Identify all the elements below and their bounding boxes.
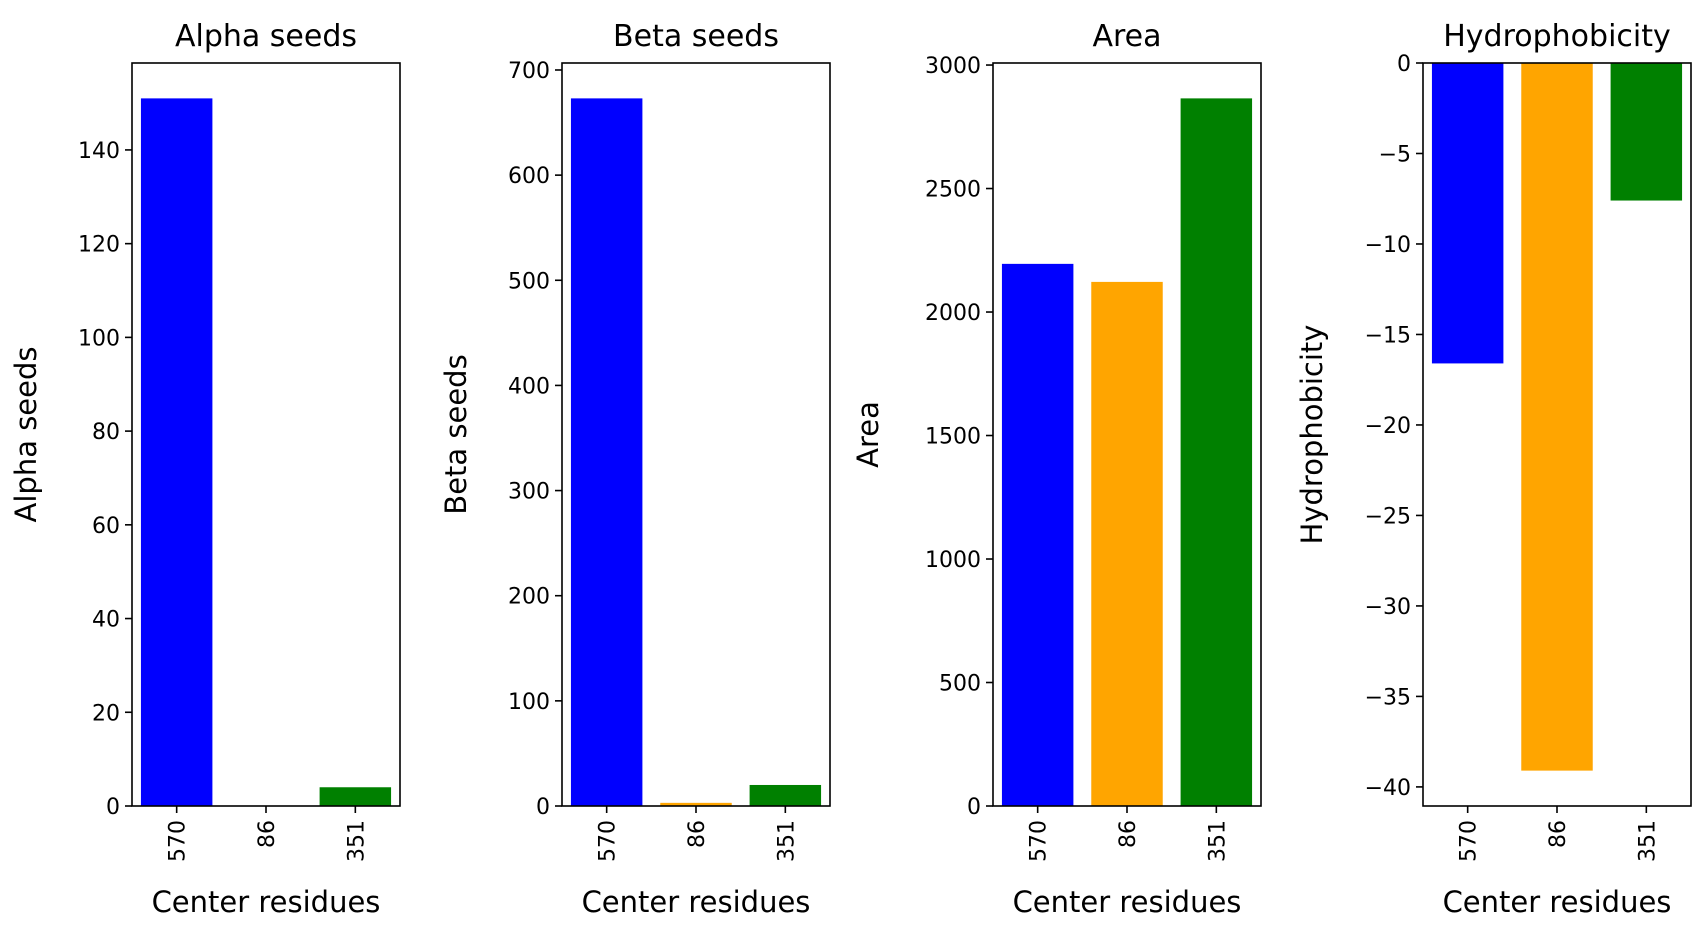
y-tick-label: 100: [508, 690, 550, 715]
y-tick-label: 400: [508, 374, 550, 399]
bar-570: [1001, 263, 1074, 806]
y-tick-label: 100: [78, 326, 120, 351]
bar-86: [660, 802, 732, 806]
y-tick-label: −20: [1365, 414, 1411, 439]
x-tick-label: 86: [685, 820, 710, 848]
x-tick-label: 86: [1116, 820, 1141, 848]
y-tick-label: −25: [1365, 504, 1411, 529]
x-axis-label: Center residues: [1013, 885, 1242, 919]
x-axis-label: Center residues: [152, 885, 381, 919]
y-tick-label: −40: [1365, 776, 1411, 801]
y-tick-label: 40: [92, 608, 120, 633]
y-tick-label: −35: [1365, 685, 1411, 710]
y-tick-label: 300: [508, 480, 550, 505]
bar-86: [1521, 63, 1593, 771]
x-tick-label: 570: [1027, 820, 1052, 862]
y-axis-label: Beta seeds: [439, 354, 473, 514]
x-tick-label: 86: [255, 820, 280, 848]
y-tick-label: 200: [508, 585, 550, 610]
x-tick-label: 86: [1546, 820, 1571, 848]
y-axis-label: Area: [851, 401, 885, 468]
bar-351: [749, 784, 822, 806]
y-tick-label: −30: [1365, 595, 1411, 620]
y-tick-label: 3000: [925, 54, 981, 79]
bar-86: [1091, 281, 1163, 806]
y-tick-label: 500: [939, 672, 981, 697]
y-tick-label: −15: [1365, 323, 1411, 348]
y-tick-label: 1000: [925, 548, 981, 573]
x-tick-label: 570: [166, 820, 191, 862]
subplot-title: Area: [1092, 19, 1161, 54]
y-axis-label: Hydrophobicity: [1295, 325, 1329, 545]
subplot-1: 0 20 40 60 80 100 120 140 570 86 351 Alpha seeds Cen…: [9, 19, 401, 919]
x-tick-label: 351: [774, 820, 799, 862]
y-tick-label: 2500: [925, 178, 981, 203]
subplot-4: 0 −5 −10 −15 −20 −25 −30 −35 −40 570 86 351 Hydropho…: [1295, 19, 1692, 919]
bar-570: [1431, 63, 1504, 364]
y-tick-label: 0: [106, 795, 120, 820]
subplot-title: Alpha seeds: [175, 19, 357, 54]
x-tick-label: 570: [1457, 820, 1482, 862]
y-tick-label: 0: [1397, 52, 1411, 77]
subplot-title: Beta seeds: [613, 19, 779, 54]
x-axis-label: Center residues: [582, 885, 811, 919]
x-tick-label: 351: [344, 820, 369, 862]
y-tick-label: 120: [78, 233, 120, 258]
y-tick-label: 0: [967, 795, 981, 820]
y-tick-label: 700: [508, 59, 550, 84]
x-tick-label: 570: [596, 820, 621, 862]
bar-351: [319, 787, 392, 806]
y-tick-label: 60: [92, 514, 120, 539]
x-axis-label: Center residues: [1443, 885, 1672, 919]
y-tick-label: 1500: [925, 425, 981, 450]
y-tick-label: 20: [92, 701, 120, 726]
y-tick-label: 140: [78, 139, 120, 164]
y-tick-label: 500: [508, 269, 550, 294]
y-tick-label: 0: [536, 795, 550, 820]
y-tick-label: −5: [1379, 142, 1411, 167]
x-tick-label: 351: [1635, 820, 1660, 862]
y-axis-label: Alpha seeds: [9, 347, 43, 523]
y-tick-label: 600: [508, 164, 550, 189]
bar-570: [140, 98, 213, 806]
y-tick-label: 80: [92, 420, 120, 445]
subplot-title: Hydrophobicity: [1443, 19, 1671, 54]
bar-351: [1180, 98, 1253, 806]
subplot-2: 0 100 200 300 400 500 600 700 570 86 351 Beta seeds…: [439, 19, 831, 919]
x-tick-label: 351: [1205, 820, 1230, 862]
bar-570: [570, 98, 643, 806]
bar-351: [1610, 63, 1683, 201]
y-tick-label: −10: [1365, 233, 1411, 258]
subplot-3: 0 500 1000 1500 2000 2500 3000 570 86 351 Area Cent…: [851, 19, 1262, 919]
y-tick-label: 2000: [925, 301, 981, 326]
